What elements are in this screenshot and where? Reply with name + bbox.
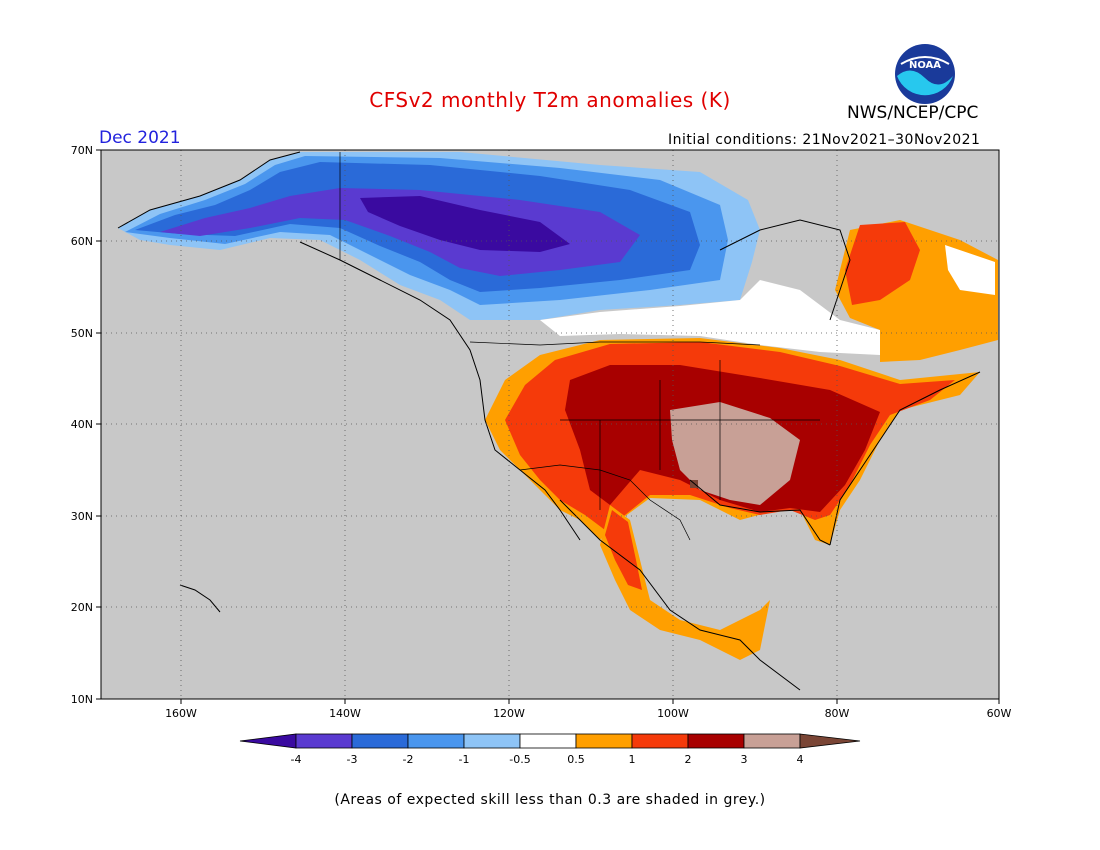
colorbar-segment [687, 733, 745, 749]
colorbar-segment [295, 733, 353, 749]
colorbar-label: -2 [403, 753, 414, 766]
warm-anomaly-us [485, 338, 980, 545]
colorbar-label: -3 [347, 753, 358, 766]
x-tick-label: 160W [165, 707, 197, 720]
political-borders [339, 152, 820, 541]
y-tick-label: 60N [71, 235, 93, 248]
colorbar-segment [575, 733, 633, 749]
y-tick-label: 30N [71, 510, 93, 523]
y-tick-label: 50N [71, 327, 93, 340]
colorbar-segment [631, 733, 689, 749]
y-tick-label: 20N [71, 601, 93, 614]
warm-anomaly-mexico [600, 505, 770, 660]
warm-anomaly-northeast [835, 220, 998, 362]
skill-footnote: (Areas of expected skill less than 0.3 a… [334, 792, 766, 808]
y-tick-label: 40N [71, 418, 93, 431]
colorbar-segment [407, 733, 465, 749]
near-normal-region [540, 280, 880, 355]
colorbar: -4 -3 -2 -1 -0.5 0.5 1 2 3 4 [239, 733, 861, 766]
colorbar-segment [463, 733, 521, 749]
colorbar-segment [519, 733, 577, 749]
x-tick-label: 120W [493, 707, 525, 720]
colorbar-label: 2 [685, 753, 692, 766]
colorbar-label: 1 [629, 753, 636, 766]
colorbar-segment [799, 733, 861, 749]
y-tick-label: 10N [71, 693, 93, 706]
colorbar-label: 3 [741, 753, 748, 766]
colorbar-label: -4 [291, 753, 302, 766]
x-tick-label: 80W [825, 707, 850, 720]
logo-lettering: NOAA [909, 60, 941, 71]
x-tick-label: 60W [987, 707, 1012, 720]
x-tick-label: 100W [657, 707, 689, 720]
y-tick-label: 70N [71, 144, 93, 157]
colorbar-label: 4 [797, 753, 804, 766]
tick-marks [96, 149, 1000, 704]
forecast-month: Dec 2021 [99, 128, 181, 148]
cold-anomaly-region [118, 152, 760, 320]
colorbar-label: 0.5 [567, 753, 585, 766]
agency-label: NWS/NCEP/CPC [847, 103, 979, 123]
colorbar-segment [743, 733, 801, 749]
colorbar-segment [351, 733, 409, 749]
initial-conditions: Initial conditions: 21Nov2021–30Nov2021 [668, 132, 981, 148]
noaa-logo: NOAA [895, 44, 955, 104]
colorbar-label: -1 [459, 753, 470, 766]
map-title: CFSv2 monthly T2m anomalies (K) [369, 88, 731, 112]
colorbar-label: -0.5 [509, 753, 530, 766]
coastlines [117, 151, 981, 691]
x-tick-label: 140W [329, 707, 361, 720]
colorbar-segment [239, 733, 297, 749]
